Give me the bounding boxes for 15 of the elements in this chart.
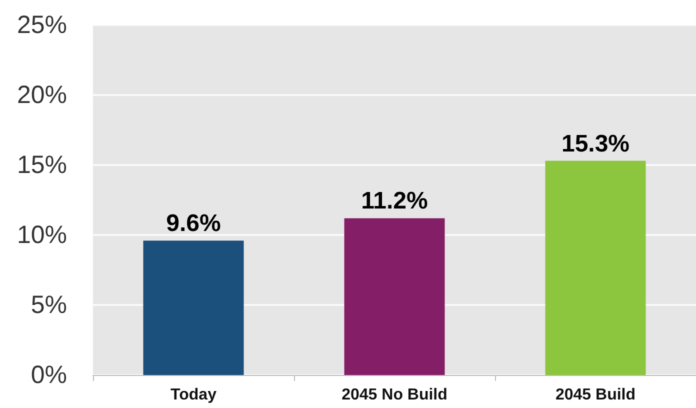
x-tick-label: Today bbox=[170, 386, 217, 404]
y-tick-label: 25% bbox=[16, 11, 67, 39]
data-label: 9.6% bbox=[166, 210, 221, 238]
y-tick-label: 10% bbox=[16, 221, 67, 249]
x-tick-label: 2045 Build bbox=[555, 386, 636, 404]
y-tick-label: 15% bbox=[16, 151, 67, 179]
data-label: 15.3% bbox=[561, 130, 630, 158]
x-tick-label: 2045 No Build bbox=[342, 386, 448, 404]
y-tick-label: 5% bbox=[30, 291, 67, 319]
bar bbox=[344, 218, 445, 375]
bar bbox=[143, 240, 244, 375]
y-tick-label: 20% bbox=[16, 81, 67, 109]
bar bbox=[545, 160, 646, 375]
y-tick-label: 0% bbox=[30, 361, 67, 389]
data-label: 11.2% bbox=[361, 188, 428, 215]
